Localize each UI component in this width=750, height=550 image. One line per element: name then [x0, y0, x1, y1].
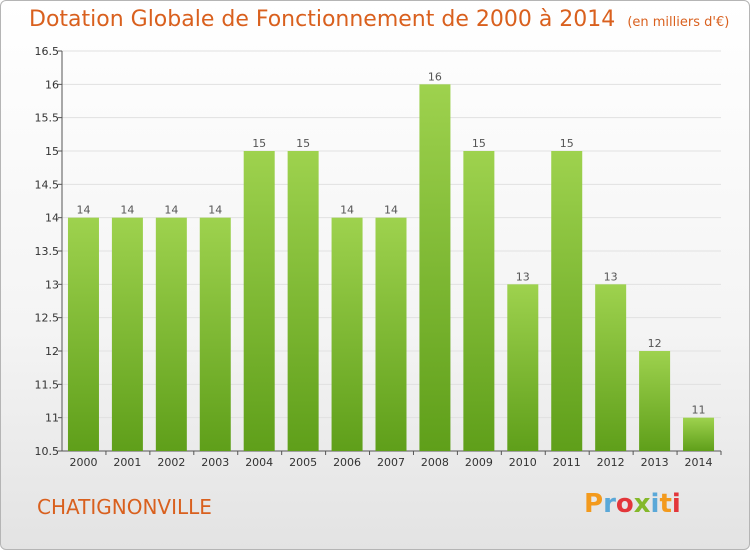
title-text: Dotation Globale de Fonctionnement de 20…: [29, 7, 616, 32]
y-tick-label: 16: [45, 78, 59, 91]
bar: [287, 151, 319, 451]
x-tick-label: 2010: [509, 456, 537, 469]
bar: [507, 284, 539, 451]
logo-letter: i: [671, 489, 681, 519]
bar-value-label: 12: [648, 337, 662, 350]
bar: [595, 284, 627, 451]
bar: [683, 417, 715, 451]
y-tick-label: 12.5: [35, 312, 60, 325]
y-tick-label: 11.5: [35, 378, 60, 391]
bar: [551, 151, 583, 451]
logo-letter: o: [615, 489, 634, 519]
x-tick-label: 2012: [597, 456, 625, 469]
bar: [331, 217, 363, 451]
bar: [111, 217, 143, 451]
chart-title: Dotation Globale de Fonctionnement de 20…: [29, 7, 729, 32]
x-tick-label: 2005: [289, 456, 317, 469]
x-tick-label: 2009: [465, 456, 493, 469]
bar-value-label: 15: [252, 137, 266, 150]
y-tick-label: 15.5: [35, 112, 60, 125]
bar: [199, 217, 231, 451]
y-tick-label: 15: [45, 145, 59, 158]
x-tick-label: 2000: [69, 456, 97, 469]
bar-value-label: 11: [692, 404, 706, 417]
x-tick-label: 2011: [553, 456, 581, 469]
x-tick-label: 2008: [421, 456, 449, 469]
data-labels: 14 14 14 14 15 15 14 14 16 15 13 15 13 12 11: [76, 70, 705, 416]
bar: [67, 217, 99, 451]
logo-letter: P: [584, 489, 604, 519]
y-tick-label: 10.5: [35, 445, 60, 458]
bar-value-label: 14: [76, 204, 90, 217]
y-tick-label: 13.5: [35, 245, 60, 258]
y-tick-label: 13: [45, 278, 59, 291]
x-tick-label: 2002: [157, 456, 185, 469]
x-tick-label: 2001: [113, 456, 141, 469]
x-tick-label: 2013: [641, 456, 669, 469]
bars: [67, 84, 715, 451]
bar-value-label: 14: [340, 204, 354, 217]
bar: [639, 351, 671, 451]
bar-value-label: 15: [296, 137, 310, 150]
axes: 10.5 11 11.5 12 12.5 13 13.5 14 14.5 15 15.5 16 16.5…: [35, 45, 722, 469]
bar-value-label: 13: [516, 270, 530, 283]
proxiti-logo[interactable]: Proxiti: [584, 489, 681, 519]
bar: [155, 217, 187, 451]
bar-value-label: 15: [560, 137, 574, 150]
logo-letter: x: [633, 489, 651, 519]
y-tick-label: 14: [45, 212, 59, 225]
bar-value-label: 14: [120, 204, 134, 217]
y-tick-label: 16.5: [35, 45, 60, 58]
bar-value-label: 15: [472, 137, 486, 150]
bar-value-label: 14: [208, 204, 222, 217]
logo-letter: t: [659, 489, 672, 519]
x-tick-label: 2004: [245, 456, 273, 469]
bar: [419, 84, 451, 451]
y-tick-label: 12: [45, 345, 59, 358]
x-tick-label: 2007: [377, 456, 405, 469]
logo-letter: r: [603, 489, 616, 519]
bar: [243, 151, 275, 451]
logo-letter: i: [650, 489, 660, 519]
bar-value-label: 14: [164, 204, 178, 217]
y-tick-label: 14.5: [35, 178, 60, 191]
x-tick-label: 2003: [201, 456, 229, 469]
bar: [375, 217, 407, 451]
commune-name: CHATIGNONVILLE: [37, 495, 212, 519]
y-tick-label: 11: [45, 412, 59, 425]
bar-value-label: 14: [384, 204, 398, 217]
bar-value-label: 13: [604, 270, 618, 283]
x-tick-label: 2014: [685, 456, 713, 469]
x-tick-label: 2006: [333, 456, 361, 469]
bar: [463, 151, 495, 451]
bar-value-label: 16: [428, 70, 442, 83]
chart-subtitle: (en milliers d'€): [627, 15, 730, 30]
